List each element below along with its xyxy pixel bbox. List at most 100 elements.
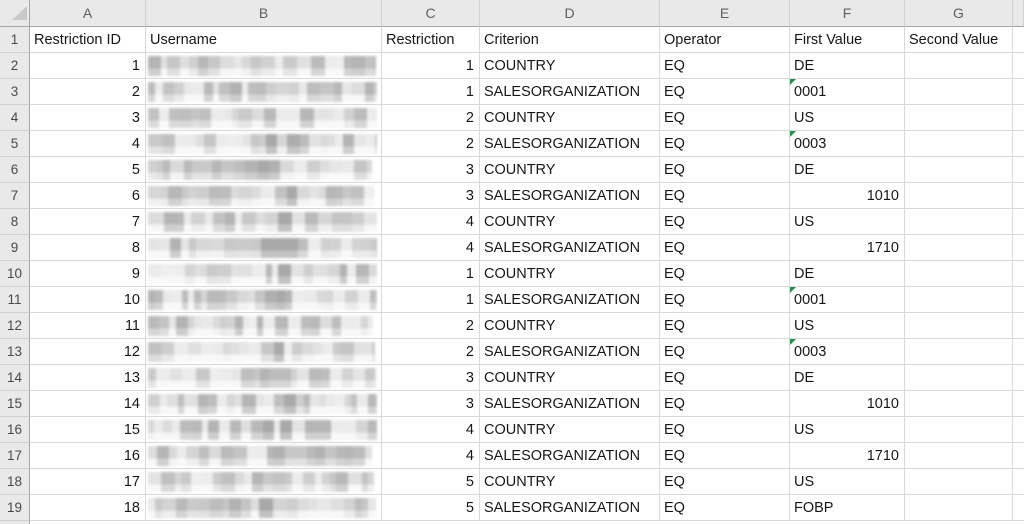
- cell-F19[interactable]: FOBP: [790, 495, 905, 521]
- cell-D10[interactable]: COUNTRY: [480, 261, 660, 287]
- cell-D13[interactable]: SALESORGANIZATION: [480, 339, 660, 365]
- cell-E19[interactable]: EQ: [660, 495, 790, 521]
- row-header-5[interactable]: 5: [0, 131, 30, 157]
- cell-partial-18[interactable]: [1013, 469, 1024, 495]
- row-header-17[interactable]: 17: [0, 443, 30, 469]
- cell-C15[interactable]: 3: [382, 391, 480, 417]
- cell-C10[interactable]: 1: [382, 261, 480, 287]
- row-header-14[interactable]: 14: [0, 365, 30, 391]
- row-header-6[interactable]: 6: [0, 157, 30, 183]
- cell-G13[interactable]: [905, 339, 1013, 365]
- cell-F11[interactable]: 0001: [790, 287, 905, 313]
- row-header-18[interactable]: 18: [0, 469, 30, 495]
- cell-A19[interactable]: 18: [30, 495, 146, 521]
- cell-F4[interactable]: US: [790, 105, 905, 131]
- cell-partial-4[interactable]: [1013, 105, 1024, 131]
- cell-F7[interactable]: 1010: [790, 183, 905, 209]
- column-header-G[interactable]: G: [905, 0, 1013, 27]
- cell-C8[interactable]: 4: [382, 209, 480, 235]
- cell-E1[interactable]: Operator: [660, 27, 790, 53]
- cell-F9[interactable]: 1710: [790, 235, 905, 261]
- cell-G7[interactable]: [905, 183, 1013, 209]
- cell-C13[interactable]: 2: [382, 339, 480, 365]
- cell-C12[interactable]: 2: [382, 313, 480, 339]
- cell-F18[interactable]: US: [790, 469, 905, 495]
- cell-A5[interactable]: 4: [30, 131, 146, 157]
- cell-F17[interactable]: 1710: [790, 443, 905, 469]
- row-header-11[interactable]: 11: [0, 287, 30, 313]
- cell-D19[interactable]: SALESORGANIZATION: [480, 495, 660, 521]
- cell-C5[interactable]: 2: [382, 131, 480, 157]
- cell-F5[interactable]: 0003: [790, 131, 905, 157]
- row-header-7[interactable]: 7: [0, 183, 30, 209]
- cell-A17[interactable]: 16: [30, 443, 146, 469]
- cell-A14[interactable]: 13: [30, 365, 146, 391]
- cell-D12[interactable]: COUNTRY: [480, 313, 660, 339]
- cell-C1[interactable]: Restriction: [382, 27, 480, 53]
- column-header-F[interactable]: F: [790, 0, 905, 27]
- cell-G15[interactable]: [905, 391, 1013, 417]
- cell-D8[interactable]: COUNTRY: [480, 209, 660, 235]
- cell-E4[interactable]: EQ: [660, 105, 790, 131]
- cell-B11[interactable]: [146, 287, 382, 313]
- column-header-E[interactable]: E: [660, 0, 790, 27]
- cell-partial-7[interactable]: [1013, 183, 1024, 209]
- cell-partial-8[interactable]: [1013, 209, 1024, 235]
- row-header-2[interactable]: 2: [0, 53, 30, 79]
- cell-C19[interactable]: 5: [382, 495, 480, 521]
- cell-partial-10[interactable]: [1013, 261, 1024, 287]
- cell-G12[interactable]: [905, 313, 1013, 339]
- cell-C14[interactable]: 3: [382, 365, 480, 391]
- row-header-15[interactable]: 15: [0, 391, 30, 417]
- cell-E7[interactable]: EQ: [660, 183, 790, 209]
- cell-C18[interactable]: 5: [382, 469, 480, 495]
- cell-D14[interactable]: COUNTRY: [480, 365, 660, 391]
- cell-partial-14[interactable]: [1013, 365, 1024, 391]
- row-header-12[interactable]: 12: [0, 313, 30, 339]
- cell-B3[interactable]: [146, 79, 382, 105]
- cell-D3[interactable]: SALESORGANIZATION: [480, 79, 660, 105]
- cell-B17[interactable]: [146, 443, 382, 469]
- cell-partial-bottom-3[interactable]: [480, 521, 660, 524]
- cell-F13[interactable]: 0003: [790, 339, 905, 365]
- cell-partial-16[interactable]: [1013, 417, 1024, 443]
- cell-partial-bottom-7[interactable]: [1013, 521, 1024, 524]
- cell-partial-1[interactable]: [1013, 27, 1024, 53]
- cell-A10[interactable]: 9: [30, 261, 146, 287]
- cell-D17[interactable]: SALESORGANIZATION: [480, 443, 660, 469]
- select-all-corner[interactable]: [0, 0, 30, 27]
- cell-C17[interactable]: 4: [382, 443, 480, 469]
- cell-partial-19[interactable]: [1013, 495, 1024, 521]
- cell-E2[interactable]: EQ: [660, 53, 790, 79]
- cell-B13[interactable]: [146, 339, 382, 365]
- cell-F6[interactable]: DE: [790, 157, 905, 183]
- column-header-partial[interactable]: [1013, 0, 1024, 27]
- cell-A18[interactable]: 17: [30, 469, 146, 495]
- cell-G10[interactable]: [905, 261, 1013, 287]
- cell-D1[interactable]: Criterion: [480, 27, 660, 53]
- cell-B7[interactable]: [146, 183, 382, 209]
- cell-E11[interactable]: EQ: [660, 287, 790, 313]
- cell-E12[interactable]: EQ: [660, 313, 790, 339]
- cell-F1[interactable]: First Value: [790, 27, 905, 53]
- row-header-16[interactable]: 16: [0, 417, 30, 443]
- row-header-partial[interactable]: [0, 521, 30, 524]
- cell-partial-2[interactable]: [1013, 53, 1024, 79]
- cell-D15[interactable]: SALESORGANIZATION: [480, 391, 660, 417]
- cell-F3[interactable]: 0001: [790, 79, 905, 105]
- cell-C9[interactable]: 4: [382, 235, 480, 261]
- cell-G17[interactable]: [905, 443, 1013, 469]
- cell-B19[interactable]: [146, 495, 382, 521]
- cell-A12[interactable]: 11: [30, 313, 146, 339]
- cell-G16[interactable]: [905, 417, 1013, 443]
- cell-A13[interactable]: 12: [30, 339, 146, 365]
- cell-partial-12[interactable]: [1013, 313, 1024, 339]
- column-header-C[interactable]: C: [382, 0, 480, 27]
- cell-B6[interactable]: [146, 157, 382, 183]
- cell-A11[interactable]: 10: [30, 287, 146, 313]
- cell-G4[interactable]: [905, 105, 1013, 131]
- cell-C4[interactable]: 2: [382, 105, 480, 131]
- cell-C16[interactable]: 4: [382, 417, 480, 443]
- cell-partial-bottom-4[interactable]: [660, 521, 790, 524]
- cell-B18[interactable]: [146, 469, 382, 495]
